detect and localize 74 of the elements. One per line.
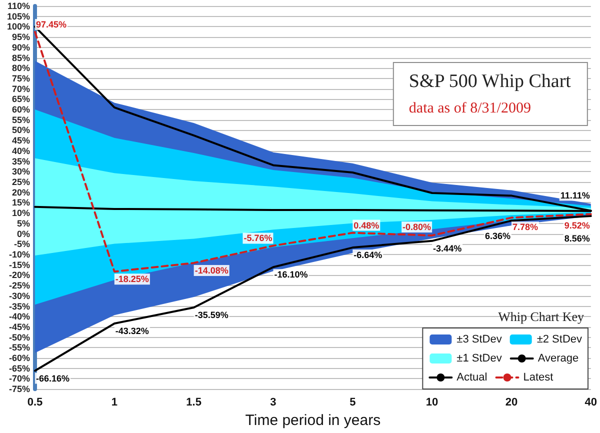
y-tick-label: 75% (12, 73, 30, 84)
y-tick-label: 50% (12, 125, 30, 136)
data-label: 97.45% (36, 19, 67, 30)
legend-label: Actual (456, 372, 488, 384)
x-tick-label: 0.5 (27, 396, 43, 409)
x-tick-label: 5 (350, 396, 356, 409)
x-tick-label: 1 (111, 396, 118, 409)
y-tick-label: 110% (7, 1, 30, 11)
y-tick-label: 40% (12, 146, 30, 156)
data-label: -66.16% (36, 373, 70, 384)
data-label: -14.08% (194, 265, 228, 276)
y-tick-label: -45% (8, 322, 30, 332)
data-label: 9.52% (564, 220, 590, 231)
data-label: 11.11% (560, 190, 590, 200)
y-tick-label: -30% (8, 290, 30, 301)
y-tick-label: 10% (12, 208, 30, 218)
data-label: -0.80% (402, 222, 432, 232)
y-tick-label: -20% (8, 270, 30, 280)
data-label: -18.25% (115, 274, 149, 284)
legend-title: Whip Chart Key (498, 309, 584, 324)
y-tick-label: -40% (8, 312, 30, 322)
data-label: 6.36% (484, 231, 510, 242)
data-label: -5.76% (244, 233, 272, 244)
y-tick-label: -70% (8, 374, 30, 384)
legend-label: Latest (523, 372, 554, 384)
y-tick-label: 70% (12, 84, 30, 94)
y-tick-label: 25% (12, 177, 30, 188)
data-label: -16.10% (274, 270, 308, 280)
text: data as of 8/31/2009 (408, 100, 531, 116)
data-label: 8.56% (564, 234, 590, 244)
legend-label: ±3 StDev (456, 334, 502, 346)
y-tick-label: -35% (8, 301, 30, 312)
y-tick-label: -55% (8, 342, 30, 353)
y-tick-label: 55% (12, 114, 30, 125)
y-tick-label: -50% (8, 332, 30, 342)
y-tick-label: 80% (12, 63, 30, 74)
x-tick-label: 40 (584, 396, 598, 409)
x-tick-label: 10 (426, 396, 438, 409)
data-label: -43.32% (115, 326, 149, 336)
y-tick-label: 90% (12, 42, 30, 52)
y-tick-label: 65% (12, 94, 30, 104)
data-label: 0.48% (354, 220, 380, 230)
x-axis-title: Time period in years (245, 412, 381, 429)
x-tick-label: 1.5 (186, 396, 202, 409)
y-tick-label: -65% (8, 363, 30, 374)
data-label: -3.44% (433, 243, 462, 254)
y-tick-label: 0% (16, 228, 30, 239)
y-tick-label: 20% (12, 187, 30, 198)
y-tick-label: 105% (6, 11, 30, 22)
y-tick-label: -60% (8, 353, 30, 364)
legend-label: ±1 StDev (456, 352, 502, 364)
y-tick-label: -10% (8, 249, 30, 260)
legend-label: ±2 StDev (536, 334, 582, 346)
y-tick-label: -25% (8, 280, 30, 291)
y-tick-label: 35% (12, 156, 30, 166)
x-tick-label: 20 (505, 396, 518, 409)
line-series (34, 215, 592, 372)
y-tick-label: -5% (14, 239, 30, 250)
y-tick-label: 15% (12, 198, 30, 208)
x-tick-label: 3 (270, 396, 276, 409)
y-tick-label: 85% (12, 52, 30, 63)
y-tick-label: 45% (12, 136, 30, 146)
y-tick-label: 95% (12, 32, 30, 42)
data-label: -35.59% (194, 310, 228, 320)
text: S&P 500 Whip Chart (408, 71, 572, 92)
y-tick-label: 100% (6, 22, 30, 32)
y-tick-label: 60% (12, 104, 30, 115)
legend-label: Average (538, 352, 579, 364)
y-tick-label: -15% (8, 260, 30, 270)
data-label: -6.64% (354, 250, 382, 260)
y-tick-label: 30% (12, 166, 30, 177)
data-label: 7.78% (512, 222, 538, 232)
y-tick-label: -75% (8, 384, 30, 394)
y-tick-label: 5% (16, 218, 30, 228)
